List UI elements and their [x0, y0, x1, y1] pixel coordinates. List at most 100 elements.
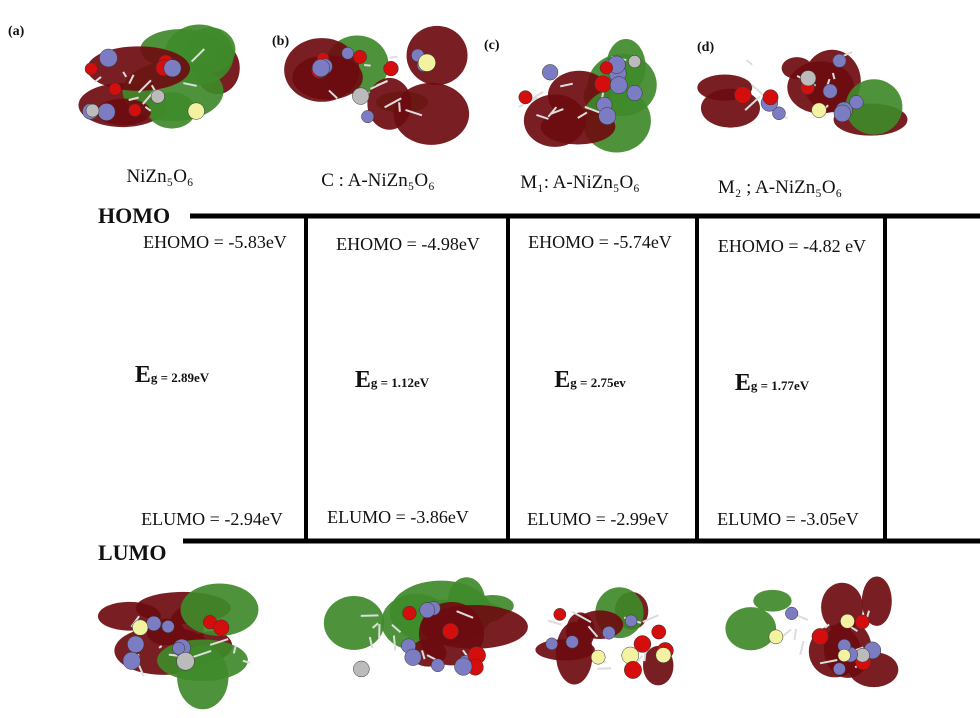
atom	[546, 638, 558, 650]
atom	[353, 661, 369, 677]
atom	[734, 87, 751, 104]
diagram: HOMO LUMO (a) (b) (c) (d) NiZn₅O₆ C : A-…	[0, 0, 980, 718]
atom	[850, 95, 864, 109]
panel-tag: (d)	[697, 40, 714, 56]
orbital-lobe	[186, 27, 236, 72]
panel-tag: (b)	[272, 34, 289, 50]
atom	[99, 49, 117, 67]
atom	[785, 607, 798, 620]
bond	[399, 102, 400, 111]
atom	[123, 652, 140, 669]
caption: NiZn₅O₆	[126, 166, 193, 188]
atom	[403, 606, 417, 620]
atom	[624, 661, 641, 678]
e-homo: EHOMO = -5.74eV	[528, 232, 672, 253]
atom	[177, 652, 195, 670]
caption: M₂ ; A-NiZn₅O₆	[718, 177, 842, 199]
atom	[129, 104, 142, 117]
atom	[418, 54, 436, 72]
atom	[602, 626, 615, 639]
atom	[838, 649, 851, 662]
atom	[420, 603, 435, 618]
orbital-lobe	[753, 590, 791, 612]
caption: M₁: A-NiZn₅O₆	[520, 172, 640, 194]
atom	[519, 91, 532, 104]
atom	[855, 615, 869, 629]
energy-gap: Eg = 1.77eV	[735, 370, 809, 397]
energy-gap: Eg = 2.75ev	[554, 367, 625, 394]
energy-gap: Eg = 1.12eV	[355, 367, 429, 394]
orbital-lobe	[324, 596, 384, 650]
e-homo: EHOMO = -4.82 eV	[718, 236, 866, 257]
bond	[800, 641, 803, 655]
orbital-lobe	[524, 94, 586, 146]
lumo-label: LUMO	[98, 540, 166, 566]
atom	[627, 85, 643, 101]
atom	[542, 64, 558, 80]
atom	[98, 103, 115, 120]
atom	[353, 50, 366, 63]
bond	[548, 621, 561, 625]
orbital-lobe	[725, 607, 776, 650]
atom	[172, 642, 184, 654]
e-lumo: ELUMO = -3.05eV	[717, 509, 859, 530]
atom	[833, 663, 845, 675]
atom	[625, 615, 637, 627]
atom	[188, 103, 205, 120]
homo-label: HOMO	[98, 203, 170, 229]
energy-gap: Eg = 2.89eV	[135, 362, 209, 389]
atom	[146, 616, 161, 631]
orbital-lobe	[576, 610, 623, 639]
atom	[151, 90, 165, 104]
atom	[599, 108, 616, 125]
bond	[364, 65, 371, 66]
atom	[431, 659, 444, 672]
e-lumo: ELUMO = -2.99eV	[527, 509, 669, 530]
atom	[352, 88, 369, 105]
atom	[800, 70, 816, 86]
atom	[600, 62, 613, 75]
atom	[342, 47, 354, 59]
atom	[127, 636, 144, 653]
atom	[361, 110, 373, 122]
atom	[442, 623, 458, 639]
atom	[823, 84, 837, 98]
atom	[162, 620, 174, 632]
e-homo: EHOMO = -5.83eV	[143, 232, 287, 253]
atom	[812, 103, 827, 118]
e-lumo: ELUMO = -2.94eV	[141, 509, 283, 530]
atom	[622, 647, 639, 664]
artwork	[0, 0, 980, 718]
atom	[652, 625, 666, 639]
bond	[746, 60, 752, 65]
atom	[566, 636, 579, 649]
atom	[554, 608, 566, 620]
atom	[595, 76, 612, 93]
bond	[394, 636, 395, 651]
atom	[763, 90, 778, 105]
atom	[132, 620, 148, 636]
atom	[384, 61, 399, 76]
atom	[213, 620, 229, 636]
bond	[795, 629, 797, 640]
atom	[628, 55, 640, 67]
panel-tag: (a)	[8, 24, 24, 40]
atom	[455, 658, 473, 676]
atom	[656, 647, 671, 662]
atom	[164, 60, 181, 77]
atom	[610, 77, 627, 94]
e-homo: EHOMO = -4.98eV	[336, 234, 480, 255]
atom	[834, 105, 851, 122]
atom	[86, 104, 99, 117]
e-lumo: ELUMO = -3.86eV	[327, 507, 469, 528]
bond	[390, 57, 398, 58]
atom	[405, 649, 421, 665]
atom	[591, 650, 605, 664]
atom	[312, 59, 330, 77]
atom	[85, 63, 97, 75]
atom	[833, 54, 846, 67]
caption: C : A-NiZn₅O₆	[321, 170, 435, 192]
orbital-lobe	[535, 639, 594, 660]
atom	[109, 83, 121, 95]
panel-tag: (c)	[484, 38, 500, 54]
